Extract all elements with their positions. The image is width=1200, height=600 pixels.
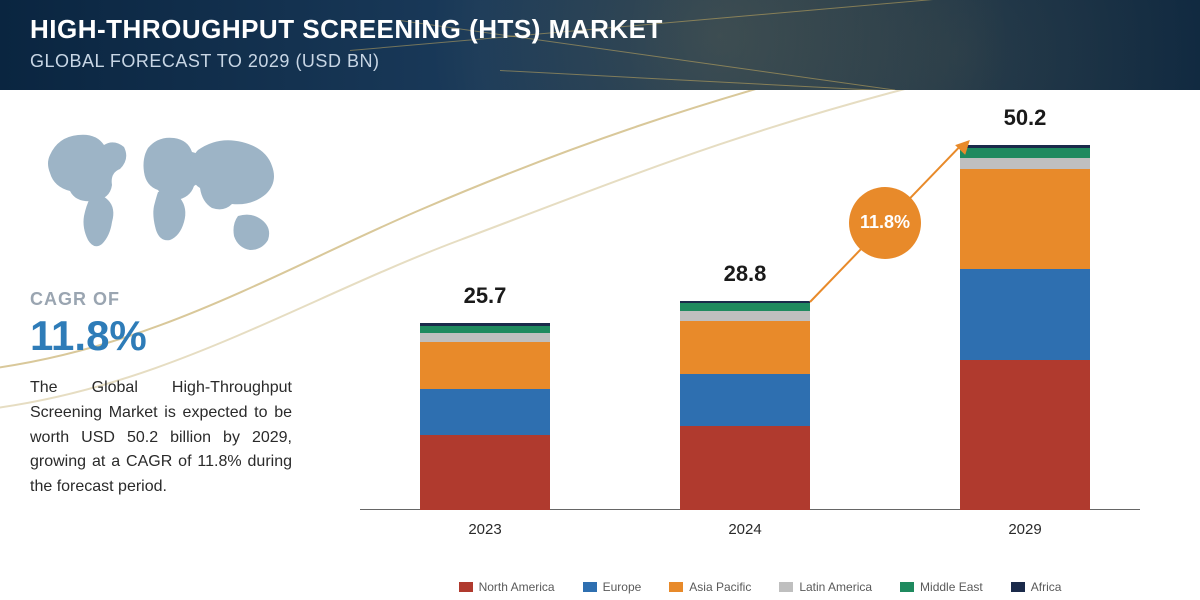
bar-total-label: 28.8 <box>680 261 810 287</box>
bar-seg-latin-america <box>680 311 810 320</box>
bar-2024 <box>680 301 810 510</box>
bar-seg-north-america <box>420 435 550 510</box>
bar-seg-north-america <box>680 426 810 510</box>
bar-seg-asia-pacific <box>680 321 810 374</box>
bar-2029 <box>960 145 1090 510</box>
cagr-value: 11.8% <box>30 312 292 360</box>
bar-seg-latin-america <box>420 333 550 342</box>
bar-total-label: 50.2 <box>960 105 1090 131</box>
page-title: HIGH-THROUGHPUT SCREENING (HTS) MARKET <box>30 14 1170 45</box>
bar-seg-europe <box>960 269 1090 360</box>
left-column: CAGR OF 11.8% The Global High-Throughput… <box>0 90 320 600</box>
market-description: The Global High-Throughput Screening Mar… <box>30 376 292 500</box>
bar-seg-asia-pacific <box>420 342 550 389</box>
bar-seg-middle-east <box>680 303 810 311</box>
bar-seg-europe <box>420 389 550 436</box>
stacked-bar-chart: 25.7202328.8202450.2202911.8% <box>360 110 1140 510</box>
bar-seg-europe <box>680 374 810 426</box>
bar-seg-asia-pacific <box>960 169 1090 269</box>
bar-seg-latin-america <box>960 158 1090 169</box>
bar-seg-middle-east <box>960 148 1090 158</box>
bar-seg-middle-east <box>420 326 550 333</box>
x-axis-label: 2023 <box>420 521 550 538</box>
x-axis-label: 2029 <box>960 521 1090 538</box>
page-subtitle: GLOBAL FORECAST TO 2029 (USD BN) <box>30 51 1170 72</box>
x-axis-label: 2024 <box>680 521 810 538</box>
bar-2023 <box>420 323 550 510</box>
chart-column: 25.7 2023 28.8 2024 50.2 2029 11.8% <box>320 90 1200 600</box>
header-banner: HIGH-THROUGHPUT SCREENING (HTS) MARKET G… <box>0 0 1200 90</box>
bar-seg-north-america <box>960 360 1090 510</box>
cagr-badge: 11.8% <box>849 187 921 259</box>
body-area: CAGR OF 11.8% The Global High-Throughput… <box>0 90 1200 600</box>
cagr-label: CAGR OF <box>30 289 292 310</box>
world-map-icon <box>30 120 290 260</box>
bar-total-label: 25.7 <box>420 283 550 309</box>
